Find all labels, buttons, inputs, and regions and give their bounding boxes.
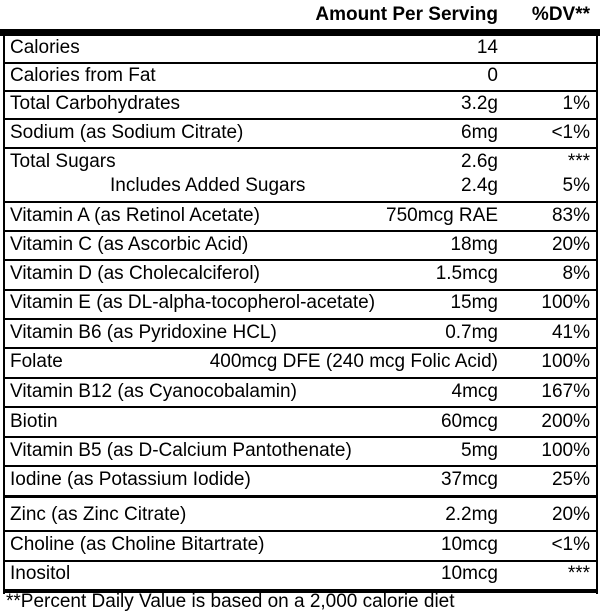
nutrient-name: Includes Added Sugars	[110, 175, 306, 196]
page: Amount Per Serving %DV** **Percent Daily…	[0, 4, 600, 612]
row-rule	[4, 289, 597, 291]
left-border	[3, 34, 5, 594]
nutrient-name: Total Sugars	[10, 151, 116, 172]
nutrient-dv: <1%	[551, 534, 590, 555]
row-rule	[4, 118, 597, 120]
nutrient-dv: <1%	[551, 122, 590, 143]
nutrient-name: Vitamin C (as Ascorbic Acid)	[10, 234, 249, 255]
row-rule	[4, 347, 597, 349]
row-rule	[4, 147, 597, 149]
nutrient-name: Vitamin D (as Cholecalciferol)	[10, 263, 260, 284]
nutrient-name: Calories from Fat	[10, 65, 156, 86]
nutrient-name: Calories	[10, 37, 80, 58]
thick-rule	[0, 29, 600, 36]
header-amount: Amount Per Serving	[315, 4, 498, 25]
nutrient-amount: 2.4g	[461, 175, 498, 196]
nutrient-amount: 2.2mg	[445, 504, 498, 525]
nutrient-dv: 20%	[551, 234, 590, 255]
nutrient-amount: 0.7mg	[445, 322, 498, 343]
row-rule	[4, 436, 597, 438]
nutrient-amount: 60mcg	[440, 411, 498, 432]
nutrient-amount: 0	[487, 65, 498, 86]
nutrient-amount: 5mg	[461, 440, 498, 461]
nutrient-dv: 41%	[551, 322, 590, 343]
row-rule	[4, 90, 597, 92]
right-border	[596, 34, 598, 594]
nutrient-name: Sodium (as Sodium Citrate)	[10, 122, 244, 143]
row-rule	[4, 530, 597, 532]
nutrient-name: Zinc (as Zinc Citrate)	[10, 504, 187, 525]
nutrient-name: Choline (as Choline Bitartrate)	[10, 534, 265, 555]
nutrient-amount: 10mcg	[440, 563, 498, 584]
footnote: **Percent Daily Value is based on a 2,00…	[6, 591, 455, 612]
nutrient-name: Inositol	[10, 563, 71, 584]
nutrient-amount: 4mcg	[451, 381, 498, 402]
nutrient-amount: 3.2g	[461, 93, 498, 114]
nutrient-dv: 200%	[541, 411, 590, 432]
row-rule	[4, 259, 597, 261]
nutrient-amount: 10mcg	[440, 534, 498, 555]
row-rule	[4, 201, 597, 203]
row-rule	[4, 560, 597, 562]
nutrient-amount: 1.5mcg	[435, 263, 498, 284]
row-rule	[4, 318, 597, 320]
nutrient-name: Biotin	[10, 411, 58, 432]
nutrient-amount: 14	[476, 37, 498, 58]
nutrient-dv: 8%	[562, 263, 590, 284]
nutrient-dv: 100%	[541, 351, 590, 372]
nutrient-name: Vitamin A (as Retinol Acetate)	[10, 205, 260, 226]
nutrient-amount: 15mg	[450, 292, 498, 313]
nutrient-dv: 25%	[551, 469, 590, 490]
nutrient-amount: 37mcg	[440, 469, 498, 490]
nutrient-amount: 2.6g	[461, 151, 498, 172]
nutrient-dv: 1%	[562, 93, 590, 114]
row-rule	[4, 377, 597, 379]
nutrient-name: Total Carbohydrates	[10, 93, 181, 114]
nutrient-name: Folate	[10, 351, 63, 372]
row-rule	[4, 406, 597, 408]
nutrient-name: Vitamin B12 (as Cyanocobalamin)	[10, 381, 297, 402]
nutrient-dv: 83%	[551, 205, 590, 226]
bottom-rule	[4, 589, 597, 593]
row-rule	[4, 495, 597, 498]
nutrient-name: Vitamin B5 (as D-Calcium Pantothenate)	[10, 440, 352, 461]
header-dv: %DV**	[531, 4, 590, 25]
nutrient-dv: 100%	[541, 292, 590, 313]
nutrient-amount: 6mg	[461, 122, 498, 143]
nutrient-dv: 100%	[541, 440, 590, 461]
row-rule	[4, 62, 597, 64]
nutrient-amount: 750mcg RAE	[386, 205, 498, 226]
nutrient-dv: 20%	[551, 504, 590, 525]
nutrient-amount: 400mcg DFE (240 mcg Folic Acid)	[209, 351, 498, 372]
nutrient-dv: 167%	[541, 381, 590, 402]
nutrient-name: Iodine (as Potassium Iodide)	[10, 469, 251, 490]
row-rule	[4, 465, 597, 467]
row-rule	[4, 230, 597, 232]
nutrient-name: Vitamin E (as DL-alpha-tocopherol-acetat…	[10, 292, 376, 313]
nutrient-dv: 5%	[562, 175, 590, 196]
nutrient-amount: 18mg	[450, 234, 498, 255]
nutrient-name: Vitamin B6 (as Pyridoxine HCL)	[10, 322, 277, 343]
nutrient-dv: ***	[567, 563, 590, 584]
nutrient-dv: ***	[567, 151, 590, 172]
